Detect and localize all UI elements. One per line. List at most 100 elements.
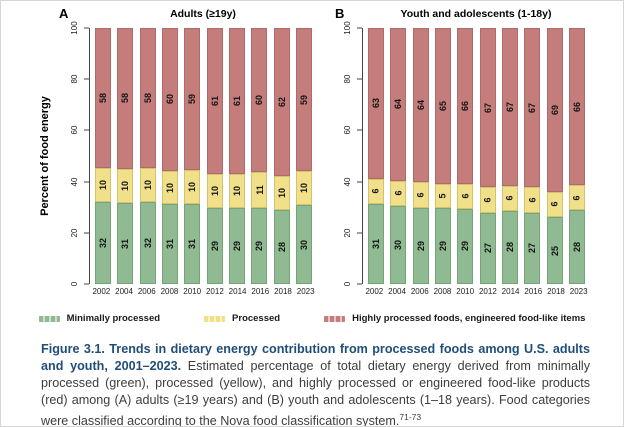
bar-segment: 6: [368, 178, 384, 204]
bar-segment: 10: [117, 168, 134, 204]
x-tick-label: 2002: [365, 287, 384, 296]
y-tick-label: 0: [343, 281, 352, 287]
stacked-bar-2016: 67 6 27: [524, 28, 541, 285]
bar-segment: 29: [412, 207, 429, 284]
bar-value-label: 67: [527, 102, 538, 113]
bar-value-label: 6: [460, 193, 471, 199]
bar-segment: 10: [161, 170, 178, 205]
bar-value-label: 6: [549, 201, 560, 207]
bar-value-label: 30: [393, 239, 404, 251]
plot-adults: 0 20 40 60 80 100 58 10 32 58 10 31 58 10 32 60 10 31 59 1…: [70, 21, 317, 296]
stacked-bar-2023: 66 6 28: [568, 28, 585, 284]
y-tick-label: 40: [343, 177, 352, 187]
legend-item-processed: Processed: [204, 313, 280, 324]
bar-value-label: 10: [231, 186, 242, 197]
bar-value-label: 29: [437, 240, 448, 251]
bar-segment: 10: [139, 167, 156, 202]
caption-references: 71-73: [399, 411, 422, 422]
x-tick-label: 2010: [456, 287, 475, 296]
bar-segment: 29: [206, 208, 223, 284]
bar-segment: 29: [434, 207, 451, 284]
y-tick-mark: [84, 129, 89, 131]
y-tick-label: 100: [343, 21, 352, 35]
caption-body: Estimated percentage of total dietary en…: [41, 358, 590, 427]
x-tick-label: 2014: [501, 287, 520, 296]
bar-segment: 29: [457, 208, 474, 284]
x-tick-label: 2018: [274, 287, 292, 296]
bar-value-label: 60: [164, 94, 175, 105]
bar-segment: 32: [95, 201, 111, 284]
x-tick-label: 2006: [410, 287, 429, 296]
bar-segment: 28: [501, 211, 518, 284]
x-labels: 2002 2004 2006 2008 2010 2012 2014 2016 2018 2023: [90, 284, 317, 296]
y-tick-label: 40: [70, 177, 79, 187]
bar-value-label: 10: [97, 179, 108, 190]
bar-value-label: 61: [231, 96, 242, 107]
bar-segment: 6: [479, 187, 496, 213]
bar-segment: 61: [228, 28, 245, 175]
stacked-bar-2004: 58 10 31: [117, 28, 134, 284]
y-tick-mark: [357, 78, 362, 80]
bar-segment: 32: [139, 201, 156, 284]
plot-youth: 0 20 40 60 80 100 63 6 31 64 6 30 64 6 29 65 5 29 66 6 29 67…: [343, 21, 590, 296]
bar-segment: 69: [546, 28, 563, 192]
bar-segment: 66: [568, 28, 585, 186]
legend: Minimally processed Processed Highly pro…: [1, 313, 623, 324]
bar-value-label: 29: [460, 241, 471, 252]
bar-value-label: 31: [187, 238, 198, 249]
stacked-bar-2016: 60 11 29: [251, 28, 268, 284]
bar-value-label: 29: [415, 240, 426, 251]
bar-value-label: 6: [527, 197, 538, 203]
bar-value-label: 25: [549, 245, 560, 256]
bar-value-label: 67: [482, 102, 493, 113]
bar-segment: 64: [412, 28, 429, 183]
stacked-bar-2006: 64 6 29: [412, 28, 429, 284]
bar-value-label: 69: [549, 104, 560, 115]
bar-segment: 66: [457, 28, 474, 184]
bar-value-label: 6: [504, 195, 515, 201]
bar-segment: 58: [95, 28, 111, 168]
x-tick-label: 2006: [137, 287, 156, 296]
y-tick-mark: [357, 129, 362, 131]
bar-value-label: 66: [460, 100, 471, 111]
y-tick-mark: [84, 27, 89, 29]
bar-value-label: 64: [415, 100, 426, 111]
legend-label: Minimally processed: [66, 313, 161, 324]
legend-item-highly-processed: Highly processed foods, engineered food-…: [324, 313, 585, 324]
bar-segment: 62: [273, 28, 290, 177]
bar-segment: 31: [368, 203, 384, 284]
y-tick-mark: [84, 181, 89, 183]
stacked-bar-2012: 61 10 29: [206, 28, 223, 284]
bar-value-label: 58: [97, 92, 108, 103]
x-tick-label: 2018: [547, 287, 565, 296]
bar-segment: 10: [184, 169, 201, 204]
bar-value-label: 67: [504, 101, 515, 112]
y-tick-label: 20: [70, 228, 79, 238]
y-tick-mark: [84, 232, 89, 234]
bar-segment: 28: [273, 210, 290, 284]
x-tick-label: 2023: [296, 287, 315, 296]
yellow-swatch-icon: [204, 315, 226, 322]
bar-value-label: 31: [164, 239, 175, 250]
bar-segment: 10: [295, 171, 312, 206]
bar-segment: 6: [501, 185, 518, 211]
bar-segment: 59: [184, 28, 201, 170]
y-tick-mark: [357, 181, 362, 183]
bar-value-label: 59: [187, 93, 198, 104]
bar-value-label: 62: [276, 97, 287, 108]
bar-segment: 58: [139, 28, 156, 168]
x-tick-label: 2002: [92, 287, 111, 296]
y-tick-label: 0: [70, 281, 79, 287]
x-tick-label: 2012: [205, 287, 224, 296]
y-tick-label: 60: [70, 125, 79, 135]
bar-segment: 61: [206, 28, 223, 175]
bar-segment: 6: [568, 185, 585, 211]
stacked-bar-2008: 60 10 31: [161, 28, 178, 284]
y-tick-label: 100: [70, 21, 79, 35]
x-tick-label: 2010: [183, 287, 202, 296]
bar-segment: 63: [368, 28, 384, 179]
bar-segment: 60: [161, 28, 178, 171]
bar-value-label: 27: [482, 243, 493, 254]
bar-value-label: 32: [142, 237, 153, 248]
